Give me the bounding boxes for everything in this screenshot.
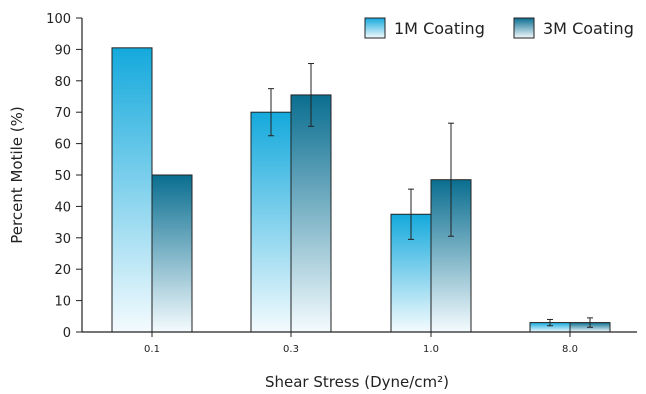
error-bar xyxy=(587,317,593,328)
bars-layer xyxy=(111,47,611,333)
legend-item-1m-coating: 1M Coating xyxy=(364,17,485,39)
y-tick-label: 60 xyxy=(54,138,71,153)
y-axis-title: Percent Motile (%) xyxy=(8,106,26,244)
bar-3m-coating-0-3 xyxy=(290,94,332,333)
bar-1m-coating-0-1 xyxy=(111,47,153,333)
error-bar xyxy=(448,122,454,237)
bar-1m-coating-0-3 xyxy=(250,111,292,333)
x-ticks: 0.1 0.3 1.0 8.0 xyxy=(144,332,578,355)
x-tick-label: 0.1 xyxy=(144,344,160,355)
x-tick-label: 0.3 xyxy=(283,344,299,355)
y-tick-label: 20 xyxy=(54,263,71,278)
error-bar xyxy=(308,63,314,127)
bar-3m-coating-0-1 xyxy=(151,174,193,333)
legend-item-3m-coating: 3M Coating xyxy=(513,17,634,39)
y-tick-label: 0 xyxy=(63,326,71,341)
x-axis-title: Shear Stress (Dyne/cm²) xyxy=(265,373,449,391)
y-tick-label: 100 xyxy=(46,12,71,27)
error-bar xyxy=(408,188,414,240)
y-tick-label: 90 xyxy=(54,43,71,58)
legend-swatch-3m-coating xyxy=(513,17,535,39)
x-tick-label: 8.0 xyxy=(562,344,578,355)
y-tick-label: 50 xyxy=(54,169,71,184)
y-tick-label: 70 xyxy=(54,106,71,121)
y-tick-label: 40 xyxy=(54,200,71,215)
y-tick-label: 30 xyxy=(54,232,71,247)
error-bar xyxy=(547,318,553,327)
legend-label-3m-coating: 3M Coating xyxy=(543,19,634,38)
y-tick-label: 10 xyxy=(54,295,71,310)
error-bars-layer xyxy=(268,63,593,328)
y-tick-label: 80 xyxy=(54,75,71,90)
error-bar xyxy=(268,88,274,137)
legend-label-1m-coating: 1M Coating xyxy=(394,19,485,38)
y-ticks: 0 10 20 30 40 50 60 70 80 90 100 xyxy=(46,12,82,341)
legend-swatch-1m-coating xyxy=(364,17,386,39)
x-tick-label: 1.0 xyxy=(423,344,439,355)
legend: 1M Coating 3M Coating xyxy=(364,17,634,39)
